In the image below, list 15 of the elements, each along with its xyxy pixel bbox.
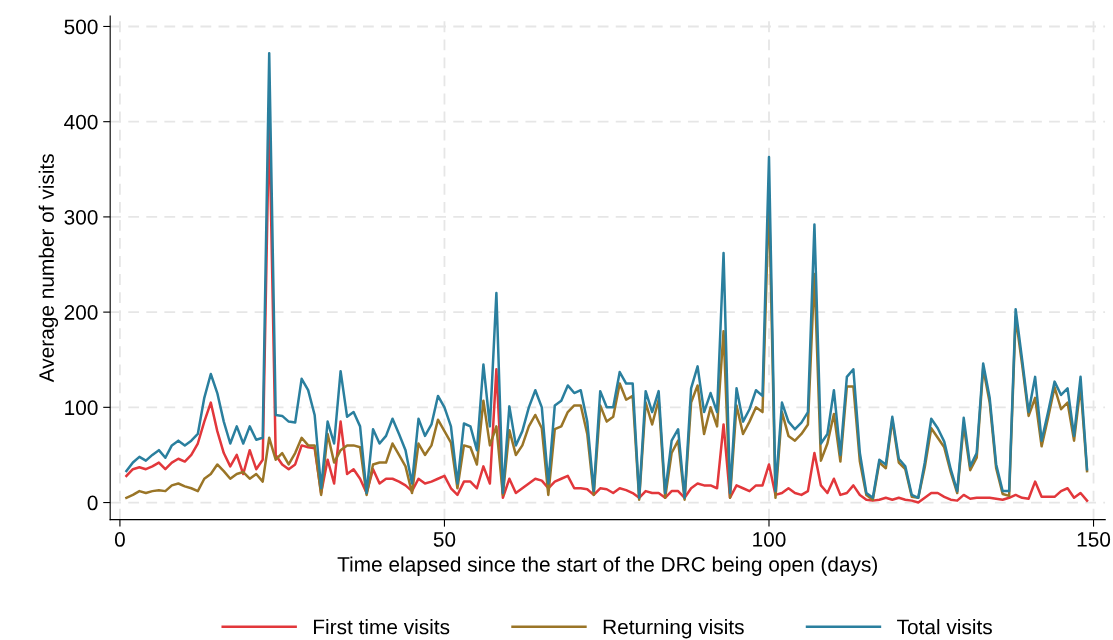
y-tick-label: 100: [65, 400, 98, 416]
y-tick-label: 500: [64, 19, 98, 35]
y-tick-label: 0: [87, 495, 98, 511]
x-tick-label: 0: [114, 532, 125, 547]
y-tick-label: 300: [64, 209, 98, 225]
y-tick-label: 400: [64, 114, 98, 130]
x-axis-title: Time elapsed since the start of the DRC being open (days): [337, 556, 877, 576]
x-tick-label: 50: [433, 532, 456, 547]
y-axis-title: Average number of visits: [38, 154, 59, 383]
y-tick-label: 200: [64, 305, 98, 320]
x-tick-label: 150: [1077, 532, 1111, 547]
legend-label: Returning visits: [603, 619, 744, 639]
legend-label: First time visits: [314, 619, 450, 635]
legend-label: Total visits: [897, 619, 992, 635]
x-tick-label: 100: [753, 532, 786, 547]
